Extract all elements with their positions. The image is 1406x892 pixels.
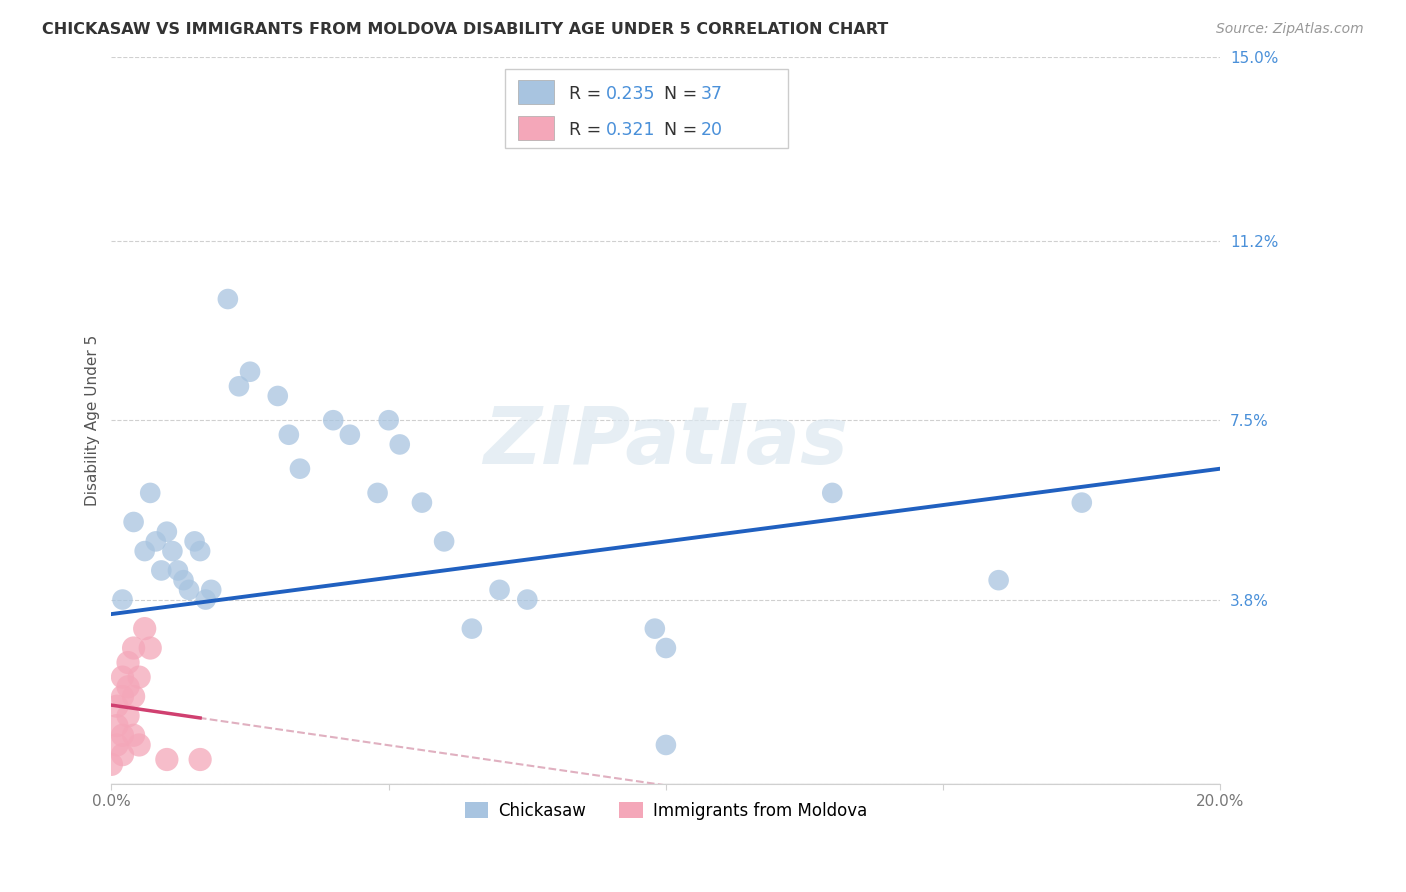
Legend: Chickasaw, Immigrants from Moldova: Chickasaw, Immigrants from Moldova (458, 795, 873, 826)
FancyBboxPatch shape (505, 69, 787, 147)
Point (655, 640, 678, 655)
Point (288, 461, 311, 475)
Point (655, 738, 678, 752)
Point (122, 728, 145, 742)
Point (139, 486, 162, 500)
Point (516, 592, 538, 607)
Point (128, 738, 150, 752)
Point (322, 413, 344, 427)
Point (117, 680, 139, 694)
Point (461, 622, 484, 636)
Text: R =: R = (569, 121, 607, 139)
Point (188, 752, 211, 766)
Point (105, 699, 128, 714)
Point (388, 437, 411, 451)
Point (100, 757, 122, 772)
Point (177, 582, 200, 597)
Point (228, 379, 250, 393)
Point (117, 709, 139, 723)
Point (821, 486, 844, 500)
Point (156, 752, 179, 766)
Text: 37: 37 (700, 85, 723, 103)
Point (128, 670, 150, 684)
Text: Source: ZipAtlas.com: Source: ZipAtlas.com (1216, 22, 1364, 37)
Point (377, 413, 399, 427)
Point (150, 564, 173, 578)
Text: 0.235: 0.235 (606, 85, 655, 103)
Text: CHICKASAW VS IMMIGRANTS FROM MOLDOVA DISABILITY AGE UNDER 5 CORRELATION CHART: CHICKASAW VS IMMIGRANTS FROM MOLDOVA DIS… (42, 22, 889, 37)
Point (122, 640, 145, 655)
Point (139, 640, 162, 655)
Text: 20: 20 (700, 121, 723, 139)
Text: N =: N = (664, 121, 703, 139)
Text: ZIPatlas: ZIPatlas (484, 403, 848, 481)
Point (162, 544, 184, 558)
Text: N =: N = (664, 85, 703, 103)
Point (367, 486, 389, 500)
Point (111, 690, 134, 704)
Point (411, 495, 433, 509)
Point (987, 573, 1010, 587)
Bar (519, 80, 554, 103)
Point (156, 524, 179, 539)
Point (644, 622, 666, 636)
Point (105, 718, 128, 732)
Point (267, 389, 290, 403)
Point (111, 592, 134, 607)
Point (111, 670, 134, 684)
Point (111, 728, 134, 742)
Point (339, 427, 361, 442)
Point (173, 573, 195, 587)
Text: R =: R = (569, 85, 607, 103)
Point (145, 534, 167, 549)
Y-axis label: Disability Age Under 5: Disability Age Under 5 (86, 334, 100, 506)
Point (134, 544, 156, 558)
Point (117, 656, 139, 670)
Point (183, 534, 205, 549)
Point (194, 592, 217, 607)
Point (111, 747, 134, 762)
Point (105, 738, 128, 752)
Point (239, 365, 262, 379)
Point (1070, 495, 1092, 509)
Point (488, 582, 510, 597)
Point (433, 534, 456, 549)
Point (217, 292, 239, 306)
Text: 0.321: 0.321 (606, 121, 655, 139)
Bar (519, 116, 554, 140)
Point (122, 515, 145, 529)
Point (200, 582, 222, 597)
Point (167, 564, 190, 578)
Point (134, 622, 156, 636)
Point (188, 544, 211, 558)
Point (122, 690, 145, 704)
Point (277, 427, 299, 442)
